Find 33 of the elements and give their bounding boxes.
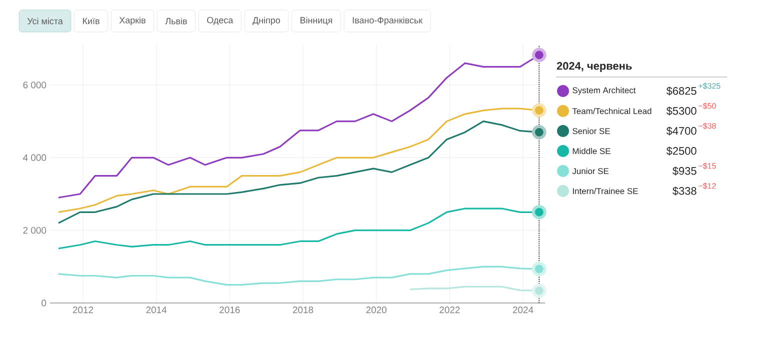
x-tick-label: 2016 <box>220 306 240 314</box>
text: $2500 <box>666 146 696 156</box>
x-tick-label: 2024 <box>512 306 534 314</box>
text: Львів <box>165 18 187 24</box>
text: $4700 <box>666 126 696 136</box>
point <box>532 284 546 298</box>
x-tick-label: 2022 <box>440 306 460 314</box>
legend-title: 2024, червень <box>556 62 632 72</box>
text: Дніпро <box>252 16 280 26</box>
x-tick-label: 2020 <box>366 306 386 314</box>
text: Вінниця <box>300 16 332 26</box>
legend-label: Senior SE <box>572 128 610 134</box>
text: $5300 <box>666 106 696 116</box>
text: Івано-Франківськ <box>352 16 423 26</box>
text: Харків <box>119 16 146 26</box>
x-tick-label: 2014 <box>146 306 167 314</box>
text: Усі міста <box>27 18 63 24</box>
text: $6825 <box>666 86 696 96</box>
legend-label: Middle SE <box>572 148 610 154</box>
y-tick-label: 4 000 <box>23 154 46 162</box>
x-tick-label: 2018 <box>292 306 314 314</box>
y-tick-label: 2 000 <box>23 226 46 234</box>
legend-label: System Architect <box>572 87 636 95</box>
legend-label: Junior SE <box>572 168 609 174</box>
text: $935 <box>672 166 696 176</box>
text: Київ <box>83 18 100 24</box>
y-tick-label: 0 <box>42 300 46 306</box>
text: Одеса <box>207 16 234 26</box>
x-tick-label: 2012 <box>72 306 94 314</box>
y-tick-label: 6 000 <box>23 82 46 88</box>
text: $338 <box>672 186 696 196</box>
legend-label: Team/Technical Lead <box>572 108 652 114</box>
legend-label: Intern/Trainee SE <box>572 188 638 194</box>
